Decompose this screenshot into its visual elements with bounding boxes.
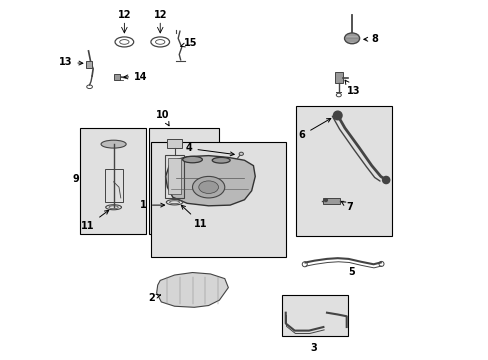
- Bar: [86, 61, 92, 68]
- Ellipse shape: [192, 176, 224, 198]
- Ellipse shape: [212, 157, 230, 163]
- Bar: [282, 295, 348, 336]
- Bar: [149, 128, 219, 234]
- Text: 14: 14: [123, 72, 147, 82]
- Ellipse shape: [239, 152, 243, 156]
- Text: 11: 11: [81, 210, 108, 231]
- Text: 12: 12: [153, 10, 166, 20]
- Text: 10: 10: [156, 110, 169, 126]
- Text: 2: 2: [148, 293, 160, 303]
- Text: 15: 15: [181, 38, 197, 48]
- Bar: [104, 169, 122, 202]
- Ellipse shape: [198, 181, 218, 193]
- Bar: [167, 139, 182, 148]
- Bar: [323, 198, 339, 204]
- Text: 8: 8: [363, 34, 378, 44]
- Bar: [113, 74, 120, 80]
- Polygon shape: [165, 156, 255, 206]
- Ellipse shape: [101, 140, 126, 148]
- Bar: [164, 155, 184, 198]
- Text: 6: 6: [298, 118, 330, 140]
- Bar: [334, 72, 342, 83]
- Circle shape: [333, 111, 341, 120]
- Text: 13: 13: [345, 80, 360, 96]
- Circle shape: [382, 176, 389, 184]
- Text: 13: 13: [59, 57, 82, 67]
- Ellipse shape: [344, 33, 359, 44]
- Text: 5: 5: [348, 267, 355, 277]
- Text: 1: 1: [140, 200, 164, 210]
- Circle shape: [324, 199, 326, 202]
- Text: 11: 11: [181, 205, 207, 229]
- Bar: [151, 142, 285, 257]
- Bar: [80, 128, 145, 234]
- Text: 9: 9: [72, 174, 79, 184]
- Polygon shape: [156, 273, 228, 307]
- Bar: [296, 107, 391, 235]
- Text: 4: 4: [185, 143, 234, 156]
- Bar: [167, 158, 181, 194]
- Text: 7: 7: [341, 202, 353, 212]
- Text: 3: 3: [310, 343, 316, 353]
- Text: 12: 12: [118, 10, 131, 20]
- Ellipse shape: [182, 156, 202, 163]
